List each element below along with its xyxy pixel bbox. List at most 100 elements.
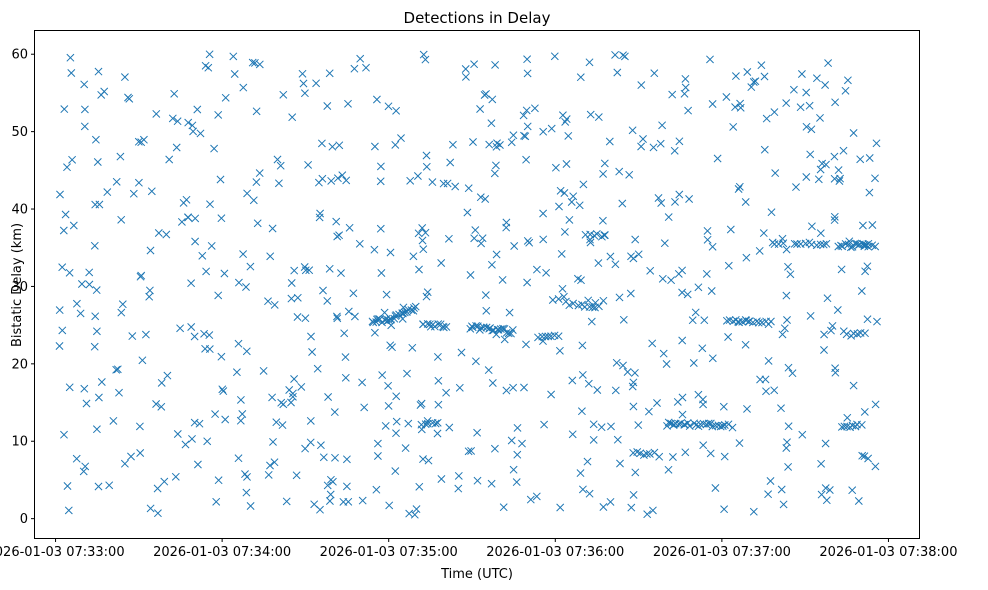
detection-marker — [793, 240, 801, 249]
detection-marker — [187, 279, 196, 288]
detection-marker — [539, 209, 548, 218]
detection-marker — [555, 346, 564, 355]
detection-marker — [461, 72, 470, 81]
detection-marker — [821, 484, 830, 493]
detection-marker — [600, 231, 609, 240]
detection-marker — [184, 213, 192, 222]
detection-marker — [370, 142, 379, 151]
detection-marker — [490, 444, 499, 453]
detection-marker — [849, 381, 858, 390]
detection-marker — [176, 324, 185, 333]
detection-marker — [729, 122, 738, 131]
detection-marker — [526, 495, 535, 504]
detection-marker — [560, 227, 569, 236]
detection-marker — [685, 195, 694, 203]
detection-marker — [300, 263, 309, 271]
detection-marker — [138, 356, 147, 365]
detection-marker — [146, 246, 155, 255]
detection-marker — [777, 485, 786, 494]
detection-marker — [735, 439, 744, 448]
detection-marker — [179, 198, 188, 207]
detection-marker — [476, 193, 485, 202]
detection-marker — [756, 375, 765, 384]
detection-marker — [269, 437, 277, 446]
detection-marker — [703, 226, 712, 235]
detection-marker — [376, 162, 385, 171]
detection-marker — [747, 83, 756, 92]
detection-marker — [716, 422, 725, 431]
detection-marker — [232, 368, 241, 377]
detection-marker — [428, 178, 437, 187]
detection-marker — [397, 134, 405, 143]
detection-marker — [392, 429, 400, 438]
detection-marker — [313, 364, 322, 373]
detection-marker — [356, 54, 365, 63]
detection-marker — [470, 234, 479, 243]
detection-marker — [214, 291, 223, 300]
detection-marker — [419, 245, 428, 254]
detection-marker — [678, 288, 687, 297]
detection-marker — [94, 482, 103, 491]
detection-marker — [496, 325, 505, 334]
detection-marker — [220, 269, 229, 278]
detection-marker — [821, 81, 830, 89]
detection-marker — [342, 176, 351, 185]
detection-marker — [834, 166, 843, 175]
detection-marker — [434, 320, 443, 329]
detection-marker — [689, 359, 698, 367]
detection-marker — [455, 383, 464, 392]
detection-marker — [473, 428, 482, 437]
detection-marker — [340, 329, 349, 338]
detection-marker — [376, 224, 385, 233]
detection-marker — [816, 229, 825, 238]
detection-marker — [113, 365, 122, 374]
detection-marker — [642, 449, 651, 458]
x-tick-label: 2026-01-03 07:37:00 — [653, 545, 791, 560]
detection-marker — [547, 124, 556, 133]
detection-marker — [654, 194, 663, 202]
detection-marker — [481, 195, 490, 203]
detection-marker — [385, 501, 394, 510]
detection-marker — [597, 423, 606, 432]
detection-marker — [134, 178, 143, 187]
detection-marker — [659, 349, 668, 358]
detection-marker — [599, 169, 608, 178]
detection-marker — [154, 229, 163, 237]
detection-marker — [592, 229, 601, 238]
detection-marker — [523, 55, 532, 64]
detection-marker — [719, 402, 728, 411]
detection-marker — [177, 217, 186, 226]
detection-marker — [509, 383, 518, 392]
detection-marker — [487, 479, 496, 488]
detection-marker — [378, 371, 387, 380]
detection-marker — [629, 378, 638, 387]
detection-marker — [433, 418, 442, 427]
x-tick-label: 2026-01-03 07:35:00 — [320, 545, 458, 560]
detection-marker — [418, 224, 427, 232]
detection-marker — [333, 314, 342, 323]
detection-marker — [191, 214, 200, 223]
detection-marker — [674, 269, 683, 278]
detection-marker — [205, 50, 214, 59]
detection-marker — [842, 330, 851, 339]
detection-marker — [332, 312, 341, 321]
detection-marker — [248, 58, 257, 67]
detection-marker — [827, 326, 835, 335]
detection-marker — [783, 316, 791, 324]
detection-marker — [358, 496, 367, 505]
detection-marker — [422, 151, 431, 160]
detection-marker — [90, 342, 99, 351]
detection-marker — [806, 311, 815, 320]
detection-marker — [323, 481, 332, 490]
detection-marker — [69, 221, 78, 230]
detection-marker — [246, 502, 255, 510]
detection-marker — [821, 439, 830, 448]
detection-marker — [250, 58, 259, 67]
detection-marker — [446, 158, 455, 167]
detection-marker — [699, 441, 708, 450]
x-tick-label: 2026-01-03 07:38:00 — [819, 545, 957, 560]
detection-marker — [115, 388, 123, 397]
detection-marker — [415, 482, 424, 491]
detection-marker — [190, 418, 199, 427]
detection-marker — [584, 379, 593, 388]
